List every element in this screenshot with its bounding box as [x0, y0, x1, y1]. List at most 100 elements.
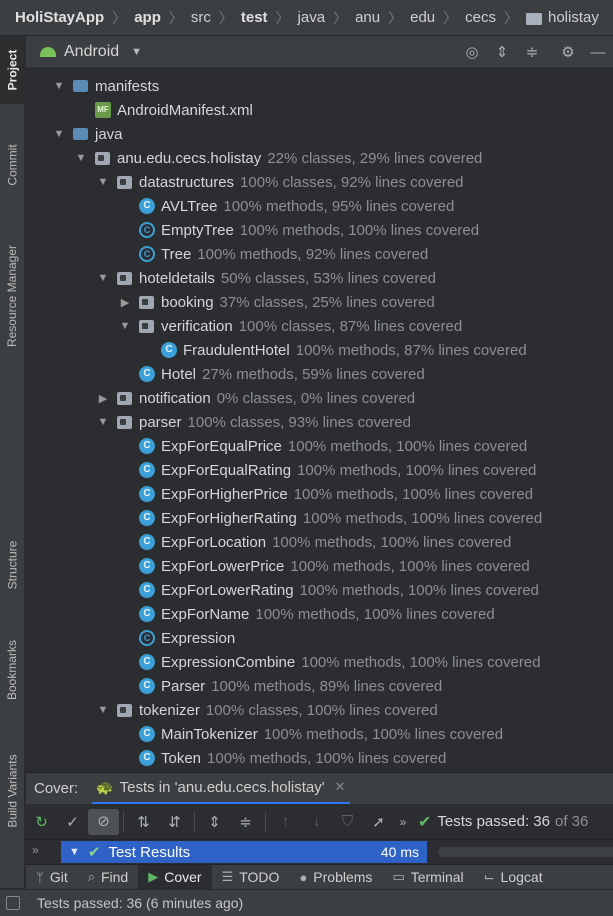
tab-find[interactable]: ⌕ Find [78, 865, 139, 890]
tab-tests-coverage[interactable]: 🐢 Tests in 'anu.edu.cecs.holistay' ✕ [92, 773, 350, 805]
tab-git[interactable]: ᛘ Git [26, 865, 78, 890]
tree-node-name: ExpForName [161, 605, 250, 623]
toolbar-divider [123, 811, 124, 832]
tree-node[interactable]: C Hotel 27% methods, 59% lines covered [119, 362, 425, 386]
more-icon[interactable]: » [399, 814, 407, 829]
sidebar-tab-build-variants[interactable]: Build Variants [0, 736, 25, 846]
tree-node[interactable]: C FraudulentHotel 100% methods, 87% lines … [141, 338, 527, 362]
chevron-down-icon[interactable]: ▼ [97, 176, 109, 188]
breadcrumb-item[interactable]: cecs [465, 9, 496, 26]
tab-terminal[interactable]: ▭ Terminal [382, 865, 473, 890]
breadcrumb-item[interactable]: holistay [547, 9, 599, 26]
next-icon[interactable]: ↓ [312, 813, 321, 830]
expand-arrow-icon[interactable]: ▼ [69, 846, 80, 858]
show-passed-icon[interactable]: ✓ [66, 813, 79, 831]
sort-duration-icon[interactable]: ⇵ [168, 813, 181, 831]
chevron-down-icon[interactable]: ▼ [97, 416, 109, 428]
rerun-icon[interactable]: ↻ [35, 813, 48, 831]
tree-node[interactable]: ▼ parser 100% classes, 93% lines covered [97, 410, 411, 434]
breadcrumb-item[interactable]: edu [410, 9, 436, 26]
test-results-row[interactable]: ▼ ✔ Test Results 40 ms [61, 841, 427, 863]
tree-node[interactable]: C ExpForLowerPrice 100% methods, 100% line… [119, 554, 530, 578]
test-runner-toolbar: ↻ ✓ ⊘ ⇅ ⇵ ⇕ ≑ ↑ ↓ ⛉ ➚ » ✔ Tests passed: … [26, 804, 613, 840]
tree-node[interactable]: ▶ notification 0% classes, 0% lines covere… [97, 386, 415, 410]
tree-node[interactable]: C ExpressionCombine 100% methods, 100% lin… [119, 650, 541, 674]
breadcrumb-separator-icon: 〉 [275, 9, 290, 26]
horizontal-scrollbar[interactable] [438, 847, 613, 857]
sort-alpha-icon[interactable]: ⇅ [137, 813, 150, 831]
expand-all-icon[interactable]: ⇕ [208, 813, 221, 831]
more-chevron-icon[interactable]: » [32, 843, 39, 857]
tree-node[interactable]: ▼ java [53, 122, 123, 146]
tree-node[interactable]: C Token 100% methods, 100% lines covered [119, 746, 446, 770]
chevron-down-icon[interactable]: ▼ [75, 152, 87, 164]
project-view-selector[interactable]: Android [64, 42, 120, 60]
tree-node[interactable]: ▼ tokenizer 100% classes, 100% lines cover… [97, 698, 438, 722]
settings-gear-icon[interactable]: ⚙ [561, 44, 575, 61]
chevron-down-icon[interactable]: ▼ [119, 320, 131, 332]
coverage-stats: 100% methods, 95% lines covered [223, 197, 455, 215]
tree-node[interactable]: ▶ booking 37% classes, 25% lines covered [119, 290, 435, 314]
hide-icon[interactable]: — [590, 43, 606, 61]
breadcrumb-separator-icon: 〉 [443, 9, 458, 26]
chevron-down-icon[interactable]: ▼ [131, 45, 143, 58]
coverage-stats: 100% methods, 100% lines covered [263, 725, 504, 743]
breadcrumb-item[interactable]: src [190, 9, 211, 26]
chevron-right-icon[interactable]: ▶ [98, 392, 108, 405]
tree-node[interactable]: C Tree 100% methods, 92% lines covered [119, 242, 428, 266]
tree-node[interactable]: C MainTokenizer 100% methods, 100% lines c… [119, 722, 503, 746]
tree-node[interactable]: C ExpForEqualRating 100% methods, 100% lin… [119, 458, 536, 482]
sidebar-tab-resource-manager[interactable]: Resource Manager [0, 226, 25, 366]
tree-node[interactable]: C EmptyTree 100% methods, 100% lines cover… [119, 218, 479, 242]
tab-todo[interactable]: ☰ TODO [212, 865, 290, 890]
tree-node[interactable]: ▼ datastructures 100% classes, 92% lines c… [97, 170, 464, 194]
tree-node[interactable]: C ExpForLocation 100% methods, 100% lines … [119, 530, 511, 554]
class-icon: C [139, 438, 155, 454]
tree-node[interactable]: C AVLTree 100% methods, 95% lines covered [119, 194, 454, 218]
tree-node[interactable]: C ExpForName 100% methods, 100% lines cove… [119, 602, 495, 626]
tree-node[interactable]: C ExpForEqualPrice 100% methods, 100% line… [119, 434, 527, 458]
show-ignored-icon[interactable]: ⊘ [88, 808, 119, 835]
shield-icon[interactable]: ⛉ [341, 813, 354, 830]
tree-node[interactable]: C ExpForHigherRating 100% methods, 100% li… [119, 506, 542, 530]
previous-icon[interactable]: ↑ [281, 813, 290, 830]
tree-node[interactable]: ▼ verification 100% classes, 87% lines cov… [119, 314, 463, 338]
tab-problems[interactable]: ● Problems [289, 865, 382, 890]
breadcrumb-item[interactable]: java [297, 9, 326, 26]
tree-node[interactable]: C Expression [119, 626, 235, 650]
tree-node[interactable]: ▼ anu.edu.cecs.holistay 22% classes, 29% l… [75, 146, 483, 170]
tab-logcat[interactable]: ⌙ Logcat [474, 865, 553, 890]
coverage-stats: 100% methods, 92% lines covered [197, 245, 429, 263]
tree-node-name: ExpForHigherRating [161, 509, 297, 527]
chevron-down-icon[interactable]: ▼ [53, 128, 65, 140]
chevron-down-icon[interactable]: ▼ [53, 80, 65, 92]
tree-node-name: booking [161, 293, 214, 311]
tree-node[interactable]: C Parser 100% methods, 89% lines covered [119, 674, 442, 698]
locate-icon[interactable]: ◎ [465, 44, 479, 61]
collapse-all-icon[interactable]: ≑ [525, 44, 539, 61]
tree-node[interactable]: ▼ hoteldetails 50% classes, 53% lines cove… [97, 266, 436, 290]
tree-node[interactable]: MF AndroidManifest.xml [75, 98, 253, 122]
tool-windows-toggle-icon[interactable] [6, 896, 20, 910]
close-icon[interactable]: ✕ [334, 779, 346, 794]
tree-node[interactable]: C ExpForHigherPrice 100% methods, 100% lin… [119, 482, 533, 506]
export-icon[interactable]: ➚ [372, 813, 385, 831]
breadcrumb-item[interactable]: test [240, 9, 268, 26]
collapse-all-icon[interactable]: ≑ [239, 813, 252, 831]
tool-window-title: Cover: [34, 780, 79, 797]
chevron-down-icon[interactable]: ▼ [97, 704, 109, 716]
sidebar-tab-commit[interactable]: Commit [0, 126, 25, 204]
breadcrumb-item[interactable]: anu [355, 9, 381, 26]
chevron-down-icon[interactable]: ▼ [97, 272, 109, 284]
sidebar-tab-structure[interactable]: Structure [0, 520, 25, 610]
sidebar-tab-bookmarks[interactable]: Bookmarks [0, 620, 25, 720]
expand-all-icon[interactable]: ⇕ [495, 44, 509, 61]
sidebar-tab-project[interactable]: Project [0, 36, 25, 104]
breadcrumb-item[interactable]: HoliStayApp [15, 9, 105, 26]
breadcrumb-item[interactable]: app [134, 9, 161, 26]
tree-node[interactable]: ▼ manifests [53, 74, 160, 98]
tab-cover[interactable]: ▶ Cover [138, 864, 212, 890]
chevron-right-icon[interactable]: ▶ [120, 296, 130, 309]
abstract-class-icon: C [139, 222, 155, 238]
tree-node[interactable]: C ExpForLowerRating 100% methods, 100% lin… [119, 578, 539, 602]
